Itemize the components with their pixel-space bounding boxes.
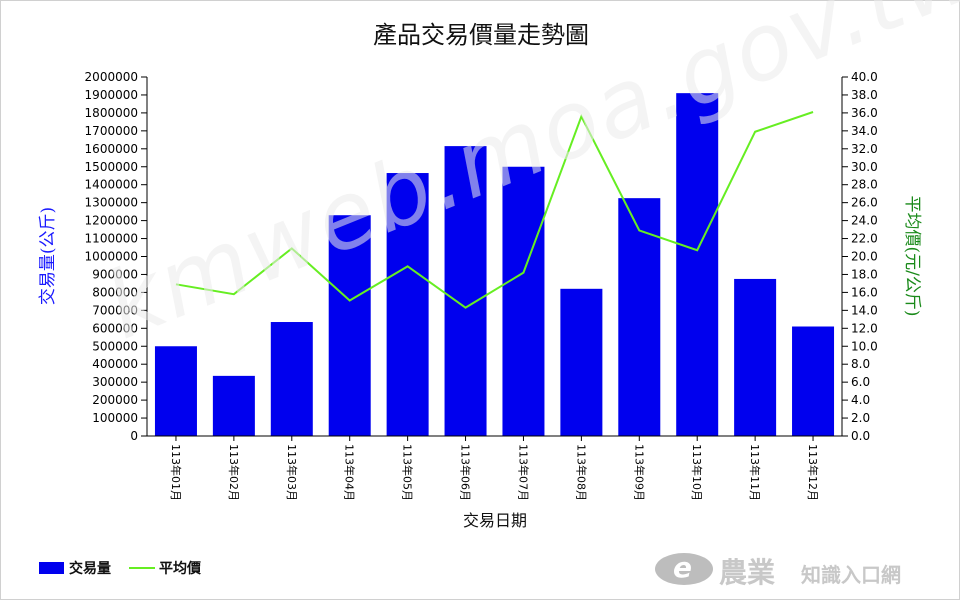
y2-tick-label: 30.0 (851, 160, 878, 174)
y-tick-label: 600000 (92, 321, 138, 335)
x-tick-label: 113年04月 (343, 444, 357, 501)
bar (270, 322, 313, 436)
y-tick-label: 1100000 (85, 232, 138, 246)
x-axis-ticks: 113年01月 113年02月 113年03月 113年04月 113年05月 113年0… (169, 436, 820, 501)
y-tick-label: 700000 (92, 303, 138, 317)
y-tick-label: 1500000 (85, 160, 138, 174)
bar (328, 215, 371, 436)
y-tick-label: 1000000 (85, 250, 138, 264)
legend-swatch-bar (39, 562, 64, 574)
y2-tick-label: 38.0 (851, 88, 878, 102)
y-tick-label: 300000 (92, 375, 138, 389)
y2-tick-label: 28.0 (851, 178, 878, 192)
legend-label-bar: 交易量 (69, 560, 111, 577)
y2-tick-label: 22.0 (851, 232, 878, 246)
legend: 交易量 平均價 (39, 560, 202, 577)
bar (618, 198, 661, 436)
y2-tick-label: 14.0 (851, 303, 878, 317)
y2-tick-label: 34.0 (851, 124, 878, 138)
x-tick-label: 113年06月 (459, 444, 473, 501)
y2-tick-label: 18.0 (851, 267, 878, 281)
price-line (175, 111, 814, 309)
y-tick-label: 400000 (92, 357, 138, 371)
bar-series (154, 93, 835, 437)
x-tick-label: 113年02月 (227, 444, 241, 501)
y2-tick-label: 32.0 (851, 142, 878, 156)
bar (212, 375, 255, 436)
y2-tick-label: 26.0 (851, 196, 878, 210)
y-tick-label: 1600000 (85, 142, 138, 156)
y2-axis-ticks: 0.0 2.0 4.0 6.0 8.0 10.0 12.0 14.0 16.0 18.0 20.0 2… (842, 70, 878, 443)
chart-title: 產品交易價量走勢圖 (373, 21, 589, 49)
y2-axis-label: 平均價(元/公斤) (902, 196, 922, 317)
line-series (175, 111, 814, 309)
y2-tick-label: 16.0 (851, 285, 878, 299)
x-tick-label: 113年05月 (401, 444, 415, 501)
y-tick-label: 1800000 (85, 106, 138, 120)
y-tick-label: 800000 (92, 285, 138, 299)
y-tick-label: 900000 (92, 267, 138, 281)
y2-tick-label: 12.0 (851, 321, 878, 335)
y-axis-label: 交易量(公斤) (38, 207, 58, 305)
logo-mark: e (655, 551, 713, 585)
y-tick-label: 200000 (92, 393, 138, 407)
x-tick-label: 113年08月 (574, 444, 588, 501)
x-tick-label: 113年01月 (169, 444, 183, 501)
y2-tick-label: 2.0 (851, 411, 870, 425)
x-tick-label: 113年10月 (690, 444, 704, 501)
bar (444, 146, 487, 437)
legend-label-line: 平均價 (159, 560, 202, 577)
y-tick-label: 1200000 (85, 214, 138, 228)
bar (734, 278, 777, 436)
y-tick-label: 500000 (92, 339, 138, 353)
logo-text-main: 農業 (719, 556, 776, 589)
y2-tick-label: 10.0 (851, 339, 878, 353)
bar (502, 166, 545, 436)
x-tick-label: 113年12月 (806, 444, 820, 501)
y-tick-label: 1400000 (85, 178, 138, 192)
y2-tick-label: 36.0 (851, 106, 878, 120)
bar (154, 346, 197, 436)
y-tick-label: 1700000 (85, 124, 138, 138)
bar (386, 173, 429, 436)
y-tick-label: 1900000 (85, 88, 138, 102)
x-tick-label: 113年09月 (632, 444, 646, 501)
y-tick-label: 1300000 (85, 196, 138, 210)
y-tick-label: 100000 (92, 411, 138, 425)
y-tick-label: 0 (130, 429, 138, 443)
y2-tick-label: 40.0 (851, 70, 878, 84)
x-tick-label: 113年11月 (748, 444, 762, 501)
x-tick-label: 113年03月 (285, 444, 299, 501)
y2-tick-label: 24.0 (851, 214, 878, 228)
y-axis-ticks: 0 100000 200000 300000 400000 500000 600000 700… (85, 70, 147, 443)
bar (676, 93, 719, 436)
x-tick-label: 113年07月 (516, 444, 530, 501)
bar (792, 326, 835, 436)
x-axis-label: 交易日期 (463, 511, 527, 530)
y-tick-label: 2000000 (85, 70, 138, 84)
y2-tick-label: 6.0 (851, 375, 870, 389)
site-logo: e 農業 知識入口網 (655, 549, 945, 589)
y2-tick-label: 0.0 (851, 429, 870, 443)
y2-tick-label: 8.0 (851, 357, 870, 371)
y2-tick-label: 4.0 (851, 393, 870, 407)
logo-text-sub: 知識入口網 (801, 563, 901, 587)
bar (560, 288, 603, 436)
y2-tick-label: 20.0 (851, 250, 878, 264)
